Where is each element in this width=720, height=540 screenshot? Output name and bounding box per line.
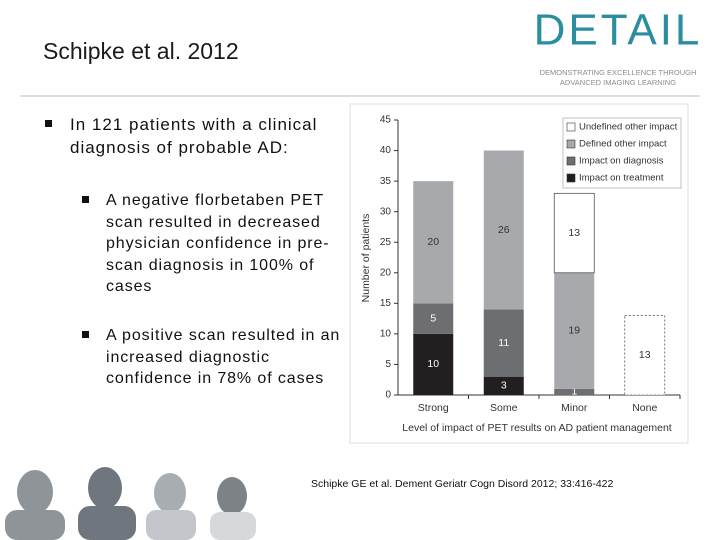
bar-segment (483, 376, 524, 395)
y-tick-label: 35 (380, 176, 392, 187)
data-label: 3 (501, 380, 507, 392)
data-label: 26 (498, 224, 510, 236)
data-label: 19 (568, 325, 580, 337)
bullet: In 121 patients with a clinical diagnosi… (70, 115, 318, 157)
data-label: 11 (498, 337, 509, 349)
sub-bullet: A negative florbetaben PET scan resulted… (106, 192, 330, 295)
x-tick-label: None (632, 402, 657, 414)
y-tick-label: 10 (380, 329, 392, 340)
bar-segment (554, 272, 595, 389)
legend-label: Defined other impact (579, 139, 667, 150)
y-tick-label: 15 (380, 298, 392, 309)
logo-tagline: DEMONSTRATING EXCELLENCE THROUGH (540, 68, 697, 77)
x-tick-label: Some (490, 402, 518, 414)
legend-box (562, 117, 682, 189)
y-tick-label: 5 (385, 359, 391, 370)
sub-bullet: A positive scan resulted in an increased… (106, 327, 341, 387)
legend-label: Impact on diagnosis (579, 156, 664, 167)
x-tick-label: Strong (418, 402, 449, 414)
x-tick-label: Minor (561, 402, 588, 414)
bar-segment (553, 192, 595, 274)
logo-tagline: ADVANCED IMAGING LEARNING (560, 78, 676, 87)
citation: Schipke GE et al. Dement Geriatr Cogn Di… (311, 478, 614, 490)
legend-label: Undefined other impact (579, 122, 678, 133)
legend-swatch (566, 122, 576, 132)
bar-segment (413, 303, 454, 334)
bar-segment (554, 388, 595, 395)
slide-title: Schipke et al. 2012 (43, 38, 239, 64)
bullet-marker (82, 331, 89, 338)
y-tick-label: 45 (380, 115, 392, 126)
y-tick-label: 30 (380, 206, 392, 217)
logo: DETAIL (534, 6, 703, 55)
data-label: 5 (430, 312, 436, 324)
bullet-marker (82, 196, 89, 203)
legend-swatch (566, 139, 576, 149)
y-tick-label: 40 (380, 145, 392, 156)
bar-segment (483, 309, 524, 377)
bar-segment (483, 150, 524, 310)
legend-label: Impact on treatment (579, 173, 664, 184)
legend-swatch (566, 173, 576, 183)
x-axis-label: Level of impact of PET results on AD pat… (402, 422, 672, 434)
data-label: 13 (639, 349, 651, 361)
bar-segment (413, 181, 454, 304)
data-label: 10 (427, 358, 439, 370)
data-label: 20 (427, 236, 439, 248)
legend-swatch (566, 156, 576, 166)
bar-segment (624, 315, 666, 396)
bullet-marker (45, 120, 52, 127)
y-axis-label: Number of patients (360, 214, 372, 303)
data-label: 1 (571, 386, 577, 398)
photo (5, 467, 256, 540)
bar-segment (413, 333, 454, 395)
y-tick-label: 20 (380, 267, 392, 278)
data-label: 13 (568, 227, 580, 239)
y-tick-label: 25 (380, 237, 392, 248)
y-tick-label: 0 (385, 390, 391, 401)
